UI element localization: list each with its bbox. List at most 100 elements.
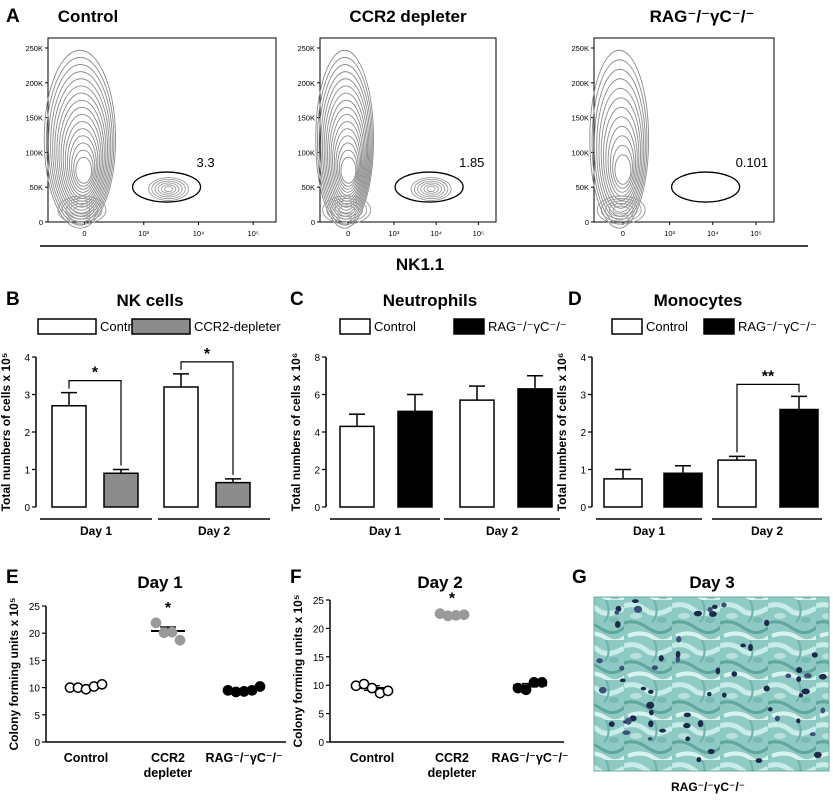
flow-contour xyxy=(328,106,365,205)
flow-xtick-label: 10⁵ xyxy=(750,229,761,238)
category-label: depleter xyxy=(144,766,193,780)
panel-letter-c: C xyxy=(290,289,304,310)
flow-ytick-label: 100K xyxy=(571,148,589,157)
stained-nucleus xyxy=(722,692,727,698)
flow-contour xyxy=(60,106,104,205)
y-tick-label: 10 xyxy=(29,684,41,695)
y-tick-label: 3 xyxy=(580,391,586,402)
category-label: Day 2 xyxy=(486,524,518,538)
y-axis-label: Colony forming units x 10⁵ xyxy=(291,595,305,748)
flow-contour xyxy=(612,205,630,215)
data-point xyxy=(174,634,186,646)
neutrophils-chart: Neutrophils Control RAG⁻/⁻γC⁻/⁻ Total numbe… xyxy=(289,291,567,538)
panel-letter-d: D xyxy=(568,289,582,310)
bar xyxy=(779,408,819,508)
flow-title: Control xyxy=(58,7,118,26)
flow-ytick-label: 150K xyxy=(25,114,43,123)
stained-nucleus xyxy=(696,757,702,763)
category-label: Day 2 xyxy=(198,524,230,538)
y-tick-label: 2 xyxy=(580,428,586,439)
stained-nucleus xyxy=(763,685,770,692)
nk-gate xyxy=(670,171,741,203)
flow-contour xyxy=(73,149,94,187)
flow-ytick-label: 150K xyxy=(571,114,589,123)
y-tick-label: 0 xyxy=(34,738,40,749)
y-tick-label: 10 xyxy=(313,681,325,692)
flow-nk-contour xyxy=(417,180,446,198)
bar xyxy=(339,425,375,508)
flow-contour xyxy=(315,49,374,229)
stained-nucleus xyxy=(596,658,603,664)
flow-contour xyxy=(43,49,117,229)
flow-contour xyxy=(333,128,361,196)
legend-swatch xyxy=(703,318,735,335)
nk-gate-value: 3.3 xyxy=(197,155,215,170)
stained-nucleus xyxy=(774,715,780,722)
chart-title: Day 1 xyxy=(137,573,182,592)
stained-nucleus xyxy=(608,721,615,727)
flow-contour xyxy=(326,198,368,222)
y-tick-label: 15 xyxy=(313,653,325,664)
stained-nucleus xyxy=(811,652,818,658)
flow-ytick-label: 100K xyxy=(25,148,43,157)
category-label: Control xyxy=(350,751,394,765)
flow-ytick-label: 50K xyxy=(302,183,315,192)
category-label: Day 1 xyxy=(80,524,112,538)
flow-xtick-label: 10⁴ xyxy=(430,229,442,238)
flow-contour xyxy=(48,64,113,223)
category-label: depleter xyxy=(428,766,477,780)
flow-xtick-label: 10⁴ xyxy=(193,229,205,238)
y-tick-label: 20 xyxy=(313,624,325,635)
flow-nk-contour xyxy=(154,180,183,198)
flow-ytick-label: 150K xyxy=(297,114,315,123)
stained-nucleus xyxy=(622,730,631,735)
flow-contour xyxy=(54,85,108,214)
flow-contour xyxy=(600,97,641,209)
data-point xyxy=(254,681,266,692)
panel-letter-e: E xyxy=(6,567,19,588)
y-tick-label: 5 xyxy=(34,711,40,722)
category-label: RAG⁻/⁻γC⁻/⁻ xyxy=(491,751,568,765)
chart-title: Monocytes xyxy=(654,291,743,310)
stained-nucleus xyxy=(796,666,803,674)
flow-contour xyxy=(56,92,107,211)
chart-title: Day 2 xyxy=(417,573,462,592)
flow-xtick-label: 10⁴ xyxy=(707,229,719,238)
bar xyxy=(163,386,199,508)
flow-contour xyxy=(58,99,105,208)
flow-contour xyxy=(316,56,373,226)
flow-contour xyxy=(318,64,372,223)
flow-contour xyxy=(73,205,91,215)
flow-contour xyxy=(61,198,103,222)
stained-nucleus xyxy=(651,665,659,671)
flow-xtick-label: 10⁵ xyxy=(247,229,258,238)
legend-swatch xyxy=(131,318,191,335)
significance-bracket xyxy=(736,383,800,453)
stained-nucleus xyxy=(614,621,621,628)
legend-swatch xyxy=(339,318,371,335)
significance-star: ** xyxy=(762,368,775,385)
y-tick-label: 3 xyxy=(24,391,30,402)
stained-nucleus xyxy=(731,671,738,677)
stained-nucleus xyxy=(598,686,607,694)
data-point xyxy=(458,609,470,621)
flow-contour xyxy=(598,87,643,213)
data-point xyxy=(96,678,108,690)
significance-star: * xyxy=(449,591,456,608)
bar xyxy=(603,478,643,508)
flow-xtick-label: 0 xyxy=(621,229,625,238)
flow-contour xyxy=(593,68,646,221)
flow-xlabel: NK1.1 xyxy=(396,255,444,274)
chart-title: Neutrophils xyxy=(383,291,477,310)
stained-nucleus xyxy=(619,678,626,683)
stained-nucleus xyxy=(803,673,812,679)
flow-contour xyxy=(609,135,635,193)
category-label: CCR2 xyxy=(151,751,185,765)
stained-nucleus xyxy=(647,737,653,741)
nk-gate-value: 1.85 xyxy=(459,155,484,170)
y-tick-label: 0 xyxy=(318,738,324,749)
legend-swatch xyxy=(611,318,643,335)
y-tick-label: 0 xyxy=(580,503,586,514)
day2-cfu-chart: Day 2 Colony forming units x 10⁵ 0 5 10 15 20 2… xyxy=(291,573,569,780)
